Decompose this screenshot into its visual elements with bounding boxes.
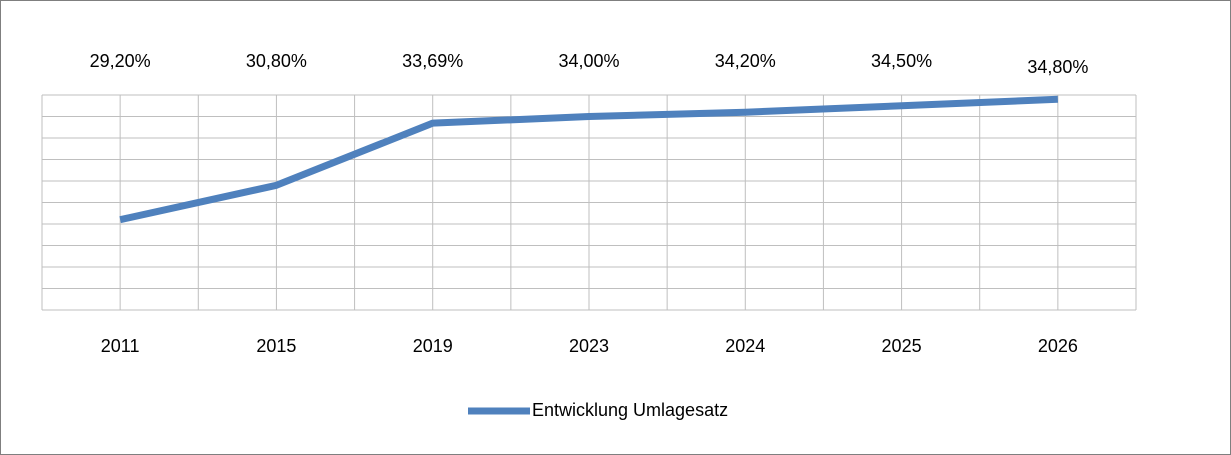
x-tick-label: 2019 bbox=[413, 336, 453, 356]
x-tick-label: 2026 bbox=[1038, 336, 1078, 356]
data-label: 34,20% bbox=[715, 51, 776, 71]
data-line bbox=[119, 95, 1059, 224]
data-label: 34,80% bbox=[1027, 57, 1088, 77]
data-label: 30,80% bbox=[246, 51, 307, 71]
x-tick-label: 2025 bbox=[882, 336, 922, 356]
data-label: 34,00% bbox=[558, 51, 619, 71]
x-tick-label: 2023 bbox=[569, 336, 609, 356]
x-tick-label: 2011 bbox=[101, 336, 140, 356]
data-label: 34,50% bbox=[871, 51, 932, 71]
data-label: 29,20% bbox=[90, 51, 151, 71]
legend-label: Entwicklung Umlagesatz bbox=[532, 400, 728, 420]
x-tick-label: 2024 bbox=[725, 336, 765, 356]
x-tick-label: 2015 bbox=[256, 336, 296, 356]
data-label: 33,69% bbox=[402, 51, 463, 71]
